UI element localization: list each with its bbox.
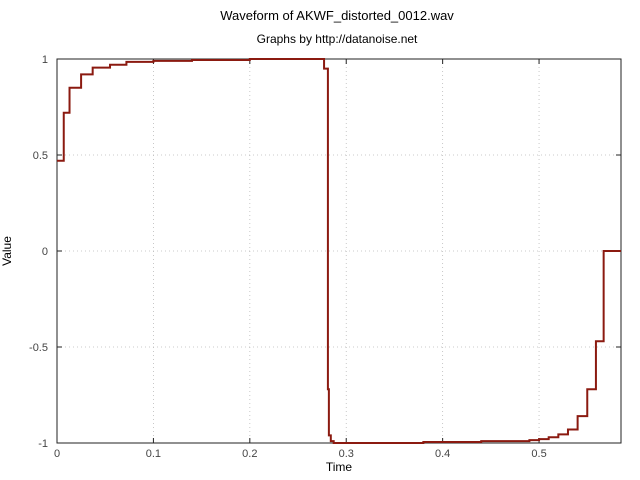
chart-subtitle: Graphs by http://datanoise.net — [257, 32, 418, 46]
waveform-line — [57, 58, 621, 444]
chart-title: Waveform of AKWF_distorted_0012.wav — [220, 8, 454, 23]
grid — [57, 59, 621, 443]
series-group — [57, 58, 621, 444]
x-tick-labels: 0 0.1 0.2 0.3 0.4 0.5 — [54, 448, 547, 460]
x-tick-label: 0.5 — [531, 448, 546, 460]
x-tick-label: 0.4 — [435, 448, 450, 460]
y-tick-labels: 1 0.5 0 -0.5 -1 — [29, 54, 48, 450]
y-tick-label: -0.5 — [29, 342, 48, 354]
y-tick-label: -1 — [38, 438, 48, 450]
x-axis-label: Time — [326, 460, 353, 474]
x-tick-label: 0.1 — [146, 448, 161, 460]
y-tick-label: 1 — [42, 54, 48, 66]
x-tick-label: 0.3 — [339, 448, 354, 460]
y-tick-label: 0.5 — [33, 150, 48, 162]
y-tick-label: 0 — [42, 246, 48, 258]
x-tick-label: 0.2 — [242, 448, 257, 460]
y-axis-label: Value — [0, 236, 14, 266]
x-tick-label: 0 — [54, 448, 60, 460]
